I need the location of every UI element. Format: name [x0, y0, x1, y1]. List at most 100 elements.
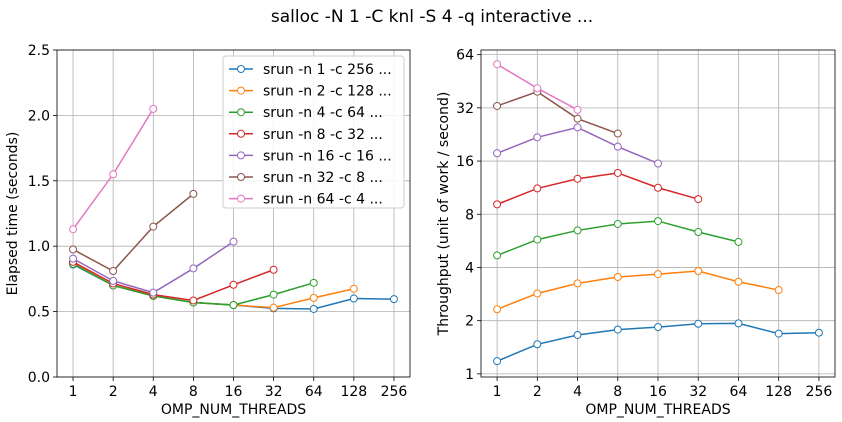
y-tick-label: 2.0: [28, 108, 50, 124]
data-point: [309, 304, 318, 313]
data-point: [613, 168, 622, 177]
data-point: [694, 266, 703, 275]
data-point: [309, 293, 318, 302]
y-tick-label: 2: [465, 314, 474, 330]
y-tick-label: 64: [456, 48, 474, 64]
data-point: [613, 129, 622, 138]
figure-title: salloc -N 1 -C knl -S 4 -q interactive .…: [271, 7, 593, 27]
series-line-6: [496, 90, 619, 135]
data-point: [694, 195, 703, 204]
data-point: [109, 170, 118, 179]
data-point: [613, 142, 622, 151]
y-tick-label: 1.0: [28, 239, 50, 255]
data-point: [189, 264, 198, 273]
x-tick-label: 64: [305, 384, 323, 400]
data-point: [613, 325, 622, 334]
x-tick-label: 128: [340, 384, 367, 400]
x-tick-label: 1: [493, 384, 502, 400]
data-point: [814, 328, 823, 337]
y-tick-label: 0.5: [28, 305, 50, 321]
legend: srun -n 1 -c 256 ... srun -n 2 -c 128 ...…: [222, 55, 405, 209]
data-point: [493, 200, 502, 209]
data-point: [229, 237, 238, 246]
legend-label: srun -n 2 -c 128 ...: [263, 84, 392, 100]
x-tick-label: 256: [381, 384, 408, 400]
legend-marker: [237, 194, 245, 203]
y-tick-label: 8: [465, 207, 474, 223]
data-point: [654, 323, 662, 332]
data-point: [493, 149, 502, 158]
data-point: [573, 123, 582, 132]
x-tick-label: 64: [730, 384, 748, 400]
legend-marker: [237, 151, 245, 160]
x-tick-label: 16: [225, 384, 243, 400]
legend-label: srun -n 16 -c 16 ...: [263, 148, 392, 164]
data-point: [694, 319, 703, 328]
data-point: [533, 289, 542, 298]
data-point: [189, 296, 198, 305]
data-point: [493, 357, 502, 366]
data-point: [109, 267, 118, 276]
series-line-6: [72, 193, 194, 272]
data-point: [533, 235, 542, 244]
x-tick-label: 8: [189, 384, 198, 400]
y-tick-label: 1.5: [28, 174, 50, 190]
y-tick-label: 32: [456, 101, 474, 117]
y-axis-label: Throughput (unit of work / second): [436, 92, 452, 337]
data-point: [493, 101, 502, 110]
elapsed-time-chart: 1 2 4 8 16 32 64 128 256 0.0 0.5 1.0 1.5 2.0 2.5 OMP_NU…: [5, 43, 411, 418]
x-tick-label: 256: [806, 384, 833, 400]
series-line-4: [72, 261, 274, 302]
x-tick-label: 4: [573, 384, 582, 400]
data-point: [349, 294, 358, 303]
series-line-2: [496, 270, 779, 310]
x-axis-label: OMP_NUM_THREADS: [585, 402, 730, 418]
data-point: [229, 301, 238, 310]
data-point: [573, 114, 582, 123]
data-point: [734, 319, 743, 328]
data-point: [573, 330, 582, 339]
y-tick-label: 0.0: [28, 370, 50, 386]
data-point: [69, 225, 78, 234]
data-point: [149, 288, 158, 297]
x-tick-label: 32: [689, 384, 707, 400]
y-tick-label: 16: [456, 154, 474, 170]
series-line-4: [496, 172, 699, 206]
data-point: [493, 305, 502, 314]
legend-label: srun -n 8 -c 32 ...: [263, 127, 383, 143]
data-point: [573, 174, 582, 183]
data-point: [269, 290, 278, 299]
x-tick-label: 16: [649, 384, 667, 400]
y-tick-label: 4: [465, 260, 474, 276]
data-point: [69, 245, 78, 254]
data-point: [734, 277, 743, 286]
data-point: [309, 278, 318, 287]
data-point: [613, 219, 622, 228]
legend-marker: [237, 108, 245, 117]
data-point: [774, 329, 783, 338]
legend-box: [222, 55, 405, 209]
x-tick-label: 2: [109, 384, 118, 400]
data-point: [493, 60, 502, 69]
data-point: [149, 104, 158, 113]
data-point: [149, 222, 158, 231]
data-point: [109, 276, 118, 285]
data-point: [189, 189, 198, 198]
data-point: [533, 133, 542, 142]
data-point: [613, 273, 622, 282]
y-tick-label: 1: [465, 367, 474, 383]
x-axis-label: OMP_NUM_THREADS: [161, 402, 306, 418]
x-tick-label: 8: [613, 384, 622, 400]
data-point: [269, 303, 278, 312]
legend-label: srun -n 4 -c 64 ...: [263, 105, 383, 121]
data-point: [269, 265, 278, 274]
x-tick-label: 2: [533, 384, 542, 400]
legend-marker: [237, 86, 245, 95]
data-point: [573, 105, 582, 114]
x-tick-label: 32: [265, 384, 283, 400]
data-point: [573, 279, 582, 288]
data-point: [69, 254, 78, 263]
legend-label: srun -n 1 -c 256 ...: [263, 62, 392, 78]
data-point: [654, 270, 662, 279]
